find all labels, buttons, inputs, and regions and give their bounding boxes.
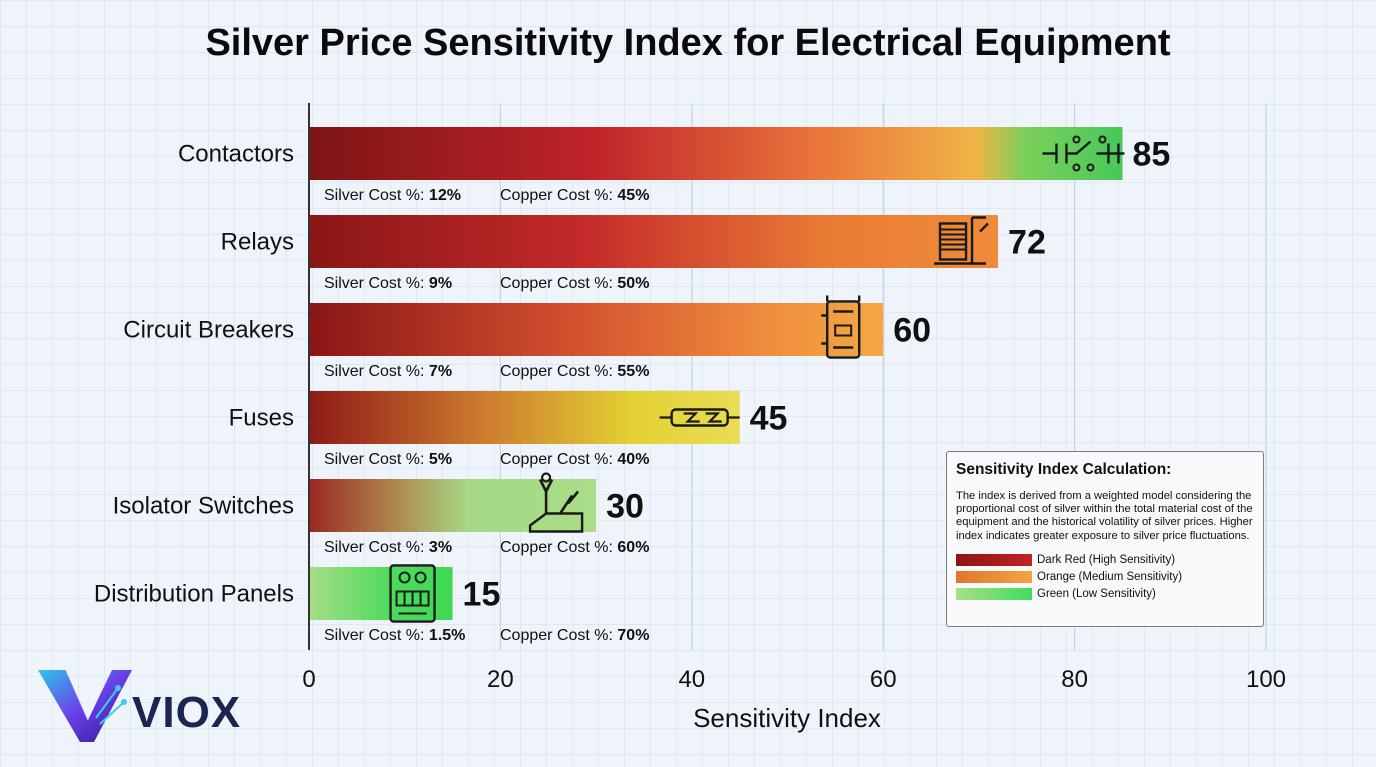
silver-cost-text: Silver Cost %: 7% [324,363,452,380]
legend-swatch [956,571,1032,584]
brand-name: VIOX [132,688,242,737]
copper-cost-text: Copper Cost %: 70% [500,627,649,644]
circuit-breaker-icon [821,295,861,359]
bar [310,479,597,532]
legend-label: Orange (Medium Sensitivity) [1037,571,1183,584]
bar-row: Fuses 45 Silver Cost %: 5% Copper Cost %: 4… [229,391,788,468]
silver-cost-text: Silver Cost %: 5% [324,451,452,468]
viox-logo [38,669,132,742]
tick-label: 40 [678,666,705,693]
silver-cost-text: Silver Cost %: 12% [324,187,461,204]
legend-item: Dark Red (High Sensitivity) [956,552,1253,569]
distribution-panel-icon [389,564,436,623]
legend-swatch [956,588,1032,601]
legend: Dark Red (High Sensitivity) Orange (Mediu… [956,552,1253,603]
bar-row: Circuit Breakers 60 Silver Cost %: 7% Coppe… [123,295,931,380]
x-axis-title: Sensitivity Index [693,703,881,733]
viox-v-mark-icon [38,670,132,742]
copper-cost-text: Copper Cost %: 45% [500,187,649,204]
fuse-icon [659,408,740,427]
bar [310,303,884,356]
value-label: 30 [606,488,644,526]
category-label: Contactors [178,141,294,168]
copper-cost-text: Copper Cost %: 60% [500,539,649,556]
legend-label: Dark Red (High Sensitivity) [1037,554,1176,567]
copper-cost-text: Copper Cost %: 40% [500,451,649,468]
tick-label: 20 [487,666,514,693]
tick-label: 60 [870,666,897,693]
legend-item: Orange (Medium Sensitivity) [956,569,1253,586]
bar-row: Contactors 85 Silver Cost %: 12% Copper Cos… [178,127,1170,204]
info-box-description: The index is derived from a weighted mod… [956,490,1253,542]
legend-swatch [956,554,1032,567]
silver-cost-text: Silver Cost %: 3% [324,539,452,556]
chart-title: Silver Price Sensitivity Index for Elect… [205,22,1171,64]
legend-label: Green (Low Sensitivity) [1037,588,1156,601]
silver-cost-text: Silver Cost %: 9% [324,275,452,292]
relay-icon [934,216,989,265]
legend-item: Green (Low Sensitivity) [956,586,1253,603]
isolator-switch-icon [528,472,584,533]
value-label: 15 [463,576,501,614]
bar-row: Isolator Switches 30 Silver Cost %: 3% Copp… [113,472,649,556]
info-box-title: Sensitivity Index Calculation: [956,461,1172,478]
bar [310,127,1123,180]
tick-label: 0 [302,666,315,693]
category-label: Relays [221,229,294,256]
copper-cost-text: Copper Cost %: 55% [500,363,649,380]
tick-label: 80 [1061,666,1088,693]
copper-cost-text: Copper Cost %: 50% [500,275,649,292]
bar-row: Distribution Panels 15 Silver Cost %: 1.5%… [94,564,649,644]
contactor-icon [1042,135,1125,172]
bars: Contactors 85 Silver Cost %: 12% Copper Cos… [94,127,1170,644]
info-box: Sensitivity Index Calculation: The index… [946,451,1264,627]
category-label: Isolator Switches [113,493,294,520]
value-label: 45 [750,400,788,438]
category-label: Fuses [229,405,294,432]
category-label: Distribution Panels [94,581,294,608]
value-label: 85 [1132,136,1170,174]
category-label: Circuit Breakers [123,317,294,344]
tick-label: 100 [1246,666,1286,693]
bar-row: Relays 72 Silver Cost %: 9% Copper Cost %: … [221,215,1046,292]
grid-lines [499,103,1267,650]
bar [310,391,740,444]
value-label: 60 [893,312,931,350]
bar [310,567,453,620]
bar [310,215,999,268]
value-label: 72 [1008,224,1046,262]
silver-cost-text: Silver Cost %: 1.5% [324,627,465,644]
x-axis-ticks: 0 20 40 60 80 100 [302,666,1286,693]
